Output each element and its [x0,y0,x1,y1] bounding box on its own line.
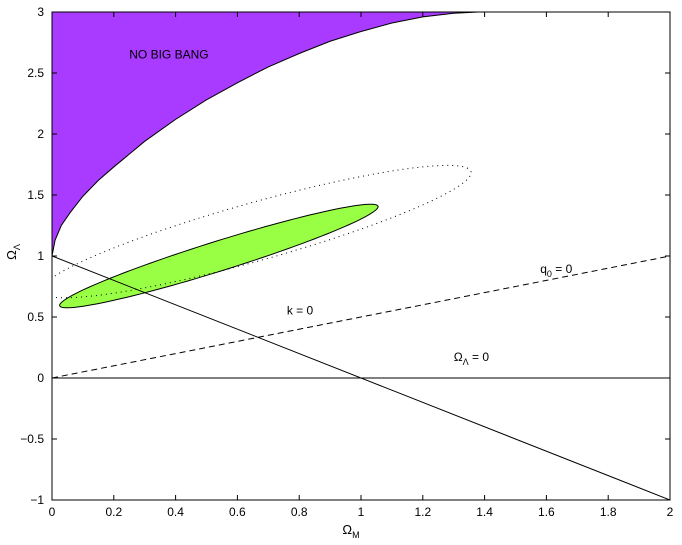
x-tick-label: 1.8 [600,505,617,519]
x-tick-label: 1.4 [476,505,493,519]
x-tick-label: 1.6 [538,505,555,519]
no-big-bang-label: NO BIG BANG [129,47,208,61]
k-zero-label: k = 0 [287,304,314,318]
no-big-bang-region [52,12,479,257]
x-tick-label: 2 [667,505,674,519]
annotations: NO BIG BANG k = 0 q0 = 0 ΩΛ = 0 [129,47,572,367]
plot-area [52,12,670,500]
y-tick-label: 3 [37,5,44,19]
confidence-contour-outer [52,164,472,299]
y-axis-title: ΩΛ [4,244,22,260]
y-tick-label: −1 [30,493,44,507]
y-tick-label: 1 [37,249,44,263]
q0-zero-label: q0 = 0 [540,262,572,279]
x-tick-label: 1.2 [414,505,431,519]
x-tick-label: 1 [358,505,365,519]
y-tick-label: 0.5 [27,310,44,324]
x-tick-label: 0.4 [167,505,184,519]
y-tick-label: 2.5 [27,66,44,80]
x-tick-label: 0.2 [105,505,122,519]
y-tick-label: 2 [37,127,44,141]
q0-zero-line [52,255,670,379]
y-tick-label: −0.5 [20,432,44,446]
omega-lambda-zero-label: ΩΛ = 0 [454,350,490,367]
x-tick-label: 0.8 [291,505,308,519]
x-axis-title: ΩM [342,522,359,540]
y-tick-label: 1.5 [27,188,44,202]
confidence-contour-inner [59,203,379,309]
x-tick-label: 0.6 [229,505,246,519]
axis-ticks: 0 0.2 0.4 0.6 0.8 1 1.2 1.4 1.6 1.8 2 −1 −0.5 0 0.5 1 1.… [20,5,673,519]
y-tick-label: 0 [37,371,44,385]
x-tick-label: 0 [49,505,56,519]
